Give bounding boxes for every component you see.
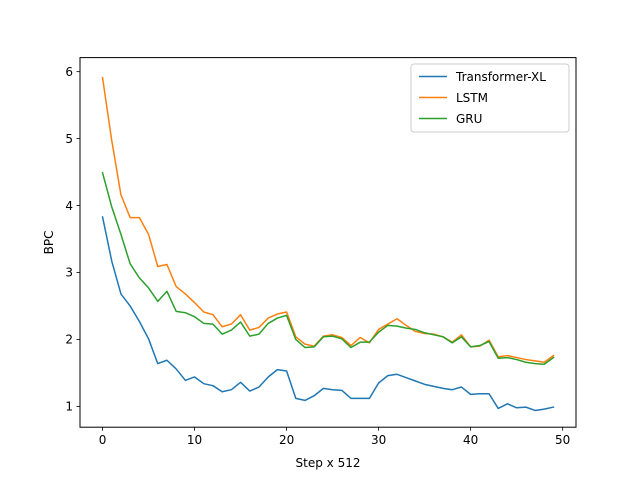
y-tick-label: 3: [65, 266, 73, 280]
y-axis-label: BPC: [42, 230, 56, 254]
series-line-0: [101, 216, 555, 412]
plot-frame: [79, 57, 577, 428]
series-lines: [101, 76, 555, 412]
legend-label: LSTM: [456, 91, 488, 105]
legend-box: [410, 63, 570, 133]
y-axis-ticks: 1 2 3 4 5 6: [65, 65, 80, 414]
legend-label: GRU: [456, 112, 482, 126]
x-tick-label: 0: [99, 433, 107, 447]
x-tick-label: 50: [555, 433, 570, 447]
y-tick-label: 5: [65, 132, 73, 146]
x-tick-label: 30: [371, 433, 386, 447]
x-tick-label: 40: [463, 433, 478, 447]
x-tick-label: 20: [279, 433, 294, 447]
y-tick-label: 6: [65, 65, 73, 79]
legend: Transformer-XL LSTM GRU: [410, 63, 570, 133]
y-tick-label: 2: [65, 333, 73, 347]
series-line-2: [101, 171, 555, 366]
y-tick-label: 1: [65, 400, 73, 414]
x-axis-ticks: 0 10 20 30 40 50: [99, 427, 570, 447]
legend-label: Transformer-XL: [455, 70, 546, 84]
x-axis-label: Step x 512: [296, 456, 361, 470]
x-tick-label: 10: [187, 433, 202, 447]
y-tick-label: 4: [65, 199, 73, 213]
